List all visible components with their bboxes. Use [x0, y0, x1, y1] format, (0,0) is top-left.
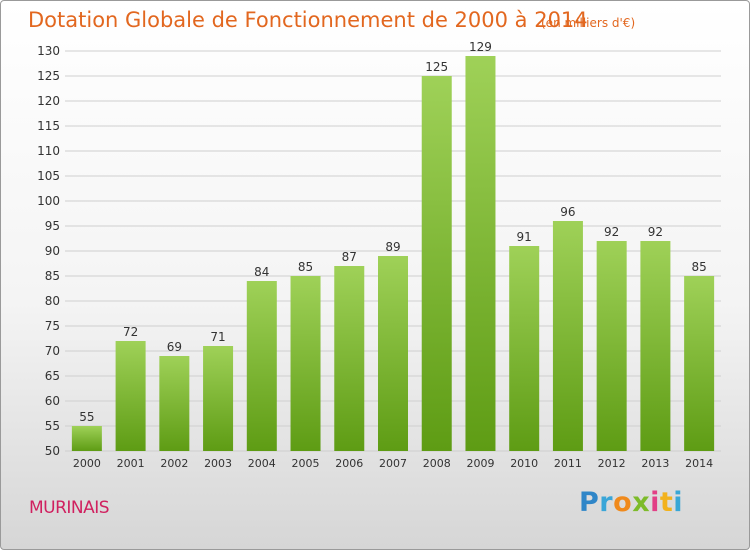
value-label: 125 [425, 60, 448, 74]
value-label: 89 [385, 240, 400, 254]
x-tick-label: 2012 [598, 457, 626, 470]
bar-2002 [159, 356, 190, 451]
y-tick-label: 115 [37, 119, 60, 133]
bar-2000 [71, 426, 102, 451]
value-labels: 55 72 69 71 84 85 87 89 125 129 91 96 92 92 85 [79, 40, 707, 424]
y-tick-label: 125 [37, 69, 60, 83]
value-label: 96 [560, 205, 575, 219]
value-label: 72 [123, 325, 138, 339]
bar-2003 [203, 346, 234, 451]
bar-2010 [509, 246, 540, 451]
logo-letter: P [579, 487, 600, 518]
value-label: 69 [167, 340, 182, 354]
value-label: 91 [517, 230, 532, 244]
value-label: 71 [210, 330, 225, 344]
value-label: 92 [604, 225, 619, 239]
value-label: 129 [469, 40, 492, 54]
logo-letter: o [613, 487, 633, 518]
y-tick-label: 130 [37, 44, 60, 58]
value-label: 92 [648, 225, 663, 239]
bar-2006 [334, 266, 365, 451]
y-tick-label: 80 [45, 294, 60, 308]
y-tick-label: 55 [45, 419, 60, 433]
y-tick-label: 110 [37, 144, 60, 158]
x-tick-label: 2011 [554, 457, 582, 470]
y-tick-label: 50 [45, 444, 60, 458]
x-tick-label: 2002 [160, 457, 188, 470]
logo-letter: i [673, 487, 684, 518]
logo-letter: x [632, 487, 651, 518]
bar-2007 [378, 256, 408, 451]
bars [71, 56, 715, 451]
x-axis-ticks: 2000 2001 2002 2003 2004 2005 2006 2007 2008 2009… [73, 457, 713, 470]
chart-title: Dotation Globale de Fonctionnement de 20… [28, 8, 588, 32]
value-label: 85 [298, 260, 313, 274]
y-tick-label: 95 [45, 219, 60, 233]
bar-2013 [640, 241, 671, 451]
bar-2012 [596, 241, 627, 451]
value-label: 55 [79, 410, 94, 424]
y-tick-label: 85 [45, 269, 60, 283]
bar-2005 [290, 276, 321, 451]
chart-subtitle: (en milliers d'€) [541, 16, 636, 30]
y-tick-label: 75 [45, 319, 60, 333]
logo-letter: t [659, 487, 674, 518]
y-tick-label: 100 [37, 194, 60, 208]
logo-letter: i [650, 487, 660, 518]
y-tick-label: 60 [45, 394, 60, 408]
y-tick-label: 105 [37, 169, 60, 183]
x-tick-label: 2000 [73, 457, 101, 470]
x-tick-label: 2010 [510, 457, 538, 470]
bar-2011 [552, 221, 583, 451]
bar-2014 [684, 276, 715, 451]
logo-letter: r [599, 487, 614, 518]
x-tick-label: 2001 [117, 457, 145, 470]
bar-2004 [246, 281, 277, 451]
x-tick-label: 2003 [204, 457, 232, 470]
value-label: 84 [254, 265, 269, 279]
bar-2009 [465, 56, 496, 451]
x-tick-label: 2008 [423, 457, 451, 470]
commune-name: MURINAIS [29, 498, 110, 518]
x-tick-label: 2007 [379, 457, 407, 470]
value-label: 87 [342, 250, 357, 264]
x-tick-label: 2014 [685, 457, 713, 470]
y-tick-label: 90 [45, 244, 60, 258]
y-axis-ticks: 50 55 60 65 70 75 80 85 90 95 100 105 110 115 120 125 13… [37, 44, 60, 458]
proxiti-logo: Proxiti [579, 487, 683, 518]
y-tick-label: 120 [37, 94, 60, 108]
bar-2001 [115, 341, 146, 451]
bar-2008 [421, 76, 452, 451]
value-label: 85 [691, 260, 706, 274]
y-tick-label: 70 [45, 344, 60, 358]
x-tick-label: 2009 [466, 457, 494, 470]
x-tick-label: 2013 [641, 457, 669, 470]
x-tick-label: 2006 [335, 457, 363, 470]
y-tick-label: 65 [45, 369, 60, 383]
x-tick-label: 2005 [292, 457, 320, 470]
x-tick-label: 2004 [248, 457, 276, 470]
